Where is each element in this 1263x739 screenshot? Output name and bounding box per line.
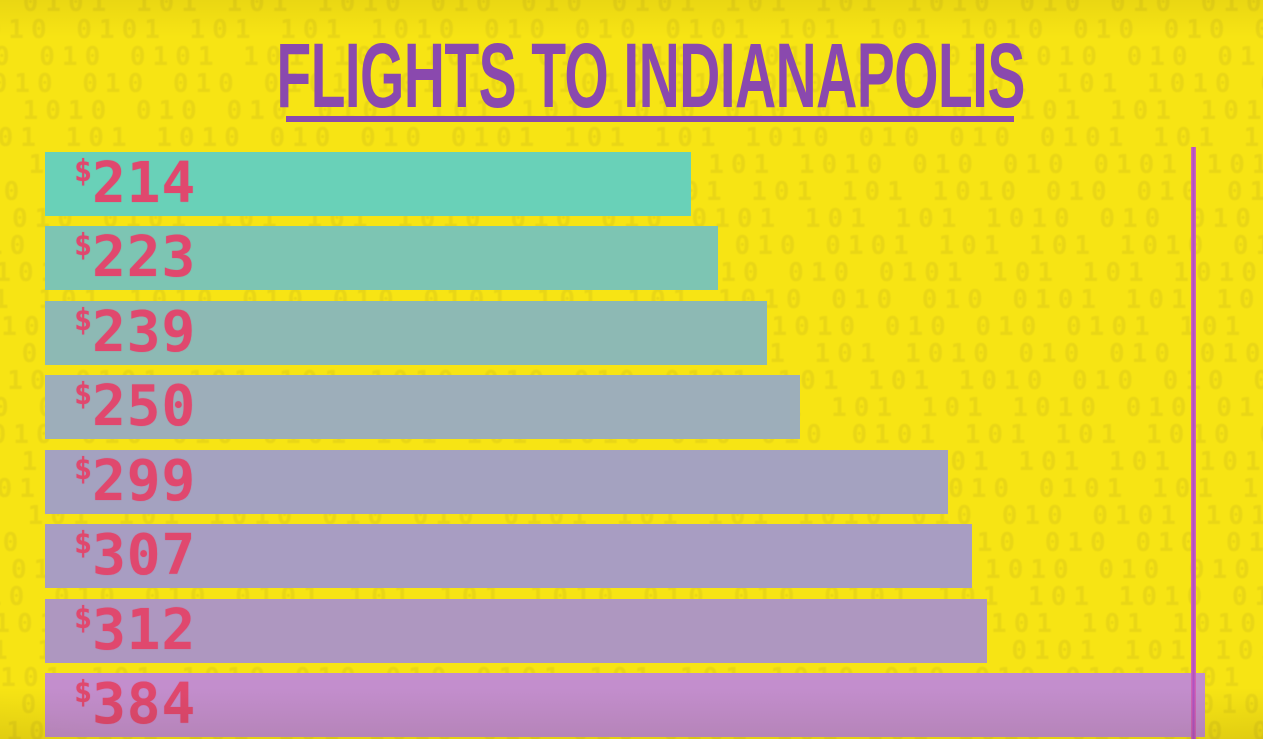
price-amount: 239 — [92, 300, 197, 365]
dollar-sign: $ — [74, 303, 93, 338]
dollar-sign: $ — [74, 228, 93, 263]
dollar-sign: $ — [74, 452, 93, 487]
bar-row: $239 — [45, 301, 767, 365]
price-label: $312 — [45, 603, 196, 659]
price-amount: 299 — [92, 449, 197, 514]
price-amount: 307 — [92, 523, 197, 588]
bar-row: $312 — [45, 599, 987, 663]
bar-row: $214 — [45, 152, 691, 216]
dollar-sign: $ — [74, 154, 93, 189]
price-amount: 384 — [92, 672, 197, 737]
bar-row: $223 — [45, 226, 718, 290]
price-label: $384 — [45, 677, 196, 733]
price-amount: 214 — [92, 151, 197, 216]
price-label: $307 — [45, 528, 196, 584]
dollar-sign: $ — [74, 675, 93, 710]
price-label: $239 — [45, 305, 196, 361]
dollar-sign: $ — [74, 526, 93, 561]
dollar-sign: $ — [74, 377, 93, 412]
price-label: $299 — [45, 454, 196, 510]
dollar-sign: $ — [74, 601, 93, 636]
price-amount: 312 — [92, 598, 197, 663]
bar-row: $250 — [45, 375, 800, 439]
chart-header: FLIGHTS TO INDIANAPOLIS — [0, 30, 1263, 122]
bar-row: $307 — [45, 524, 972, 588]
price-label: $250 — [45, 379, 196, 435]
price-label: $223 — [45, 230, 196, 286]
price-label: $214 — [45, 156, 196, 212]
chart-title: FLIGHTS TO INDIANAPOLIS — [276, 25, 1025, 127]
bar-row: $384 — [45, 673, 1205, 737]
bar-row: $299 — [45, 450, 948, 514]
reference-line — [1191, 147, 1196, 739]
price-amount: 223 — [92, 225, 197, 290]
title-underline — [286, 116, 1014, 122]
price-amount: 250 — [92, 374, 197, 439]
